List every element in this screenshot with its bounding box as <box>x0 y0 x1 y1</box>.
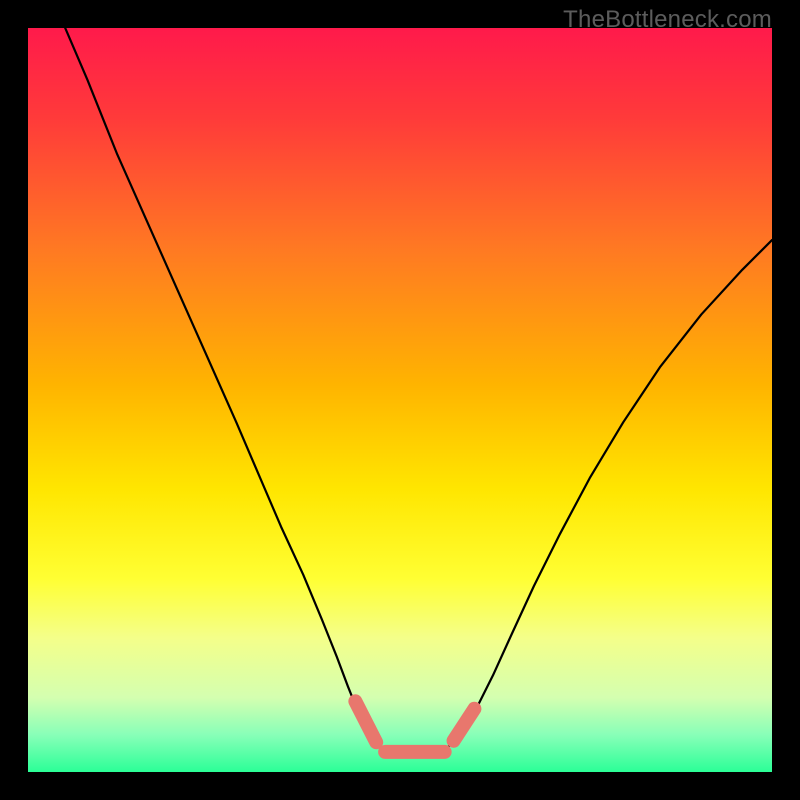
chart-background <box>28 28 772 772</box>
chart-plot-area <box>28 28 772 772</box>
chart-svg <box>28 28 772 772</box>
chart-frame: TheBottleneck.com <box>0 0 800 800</box>
